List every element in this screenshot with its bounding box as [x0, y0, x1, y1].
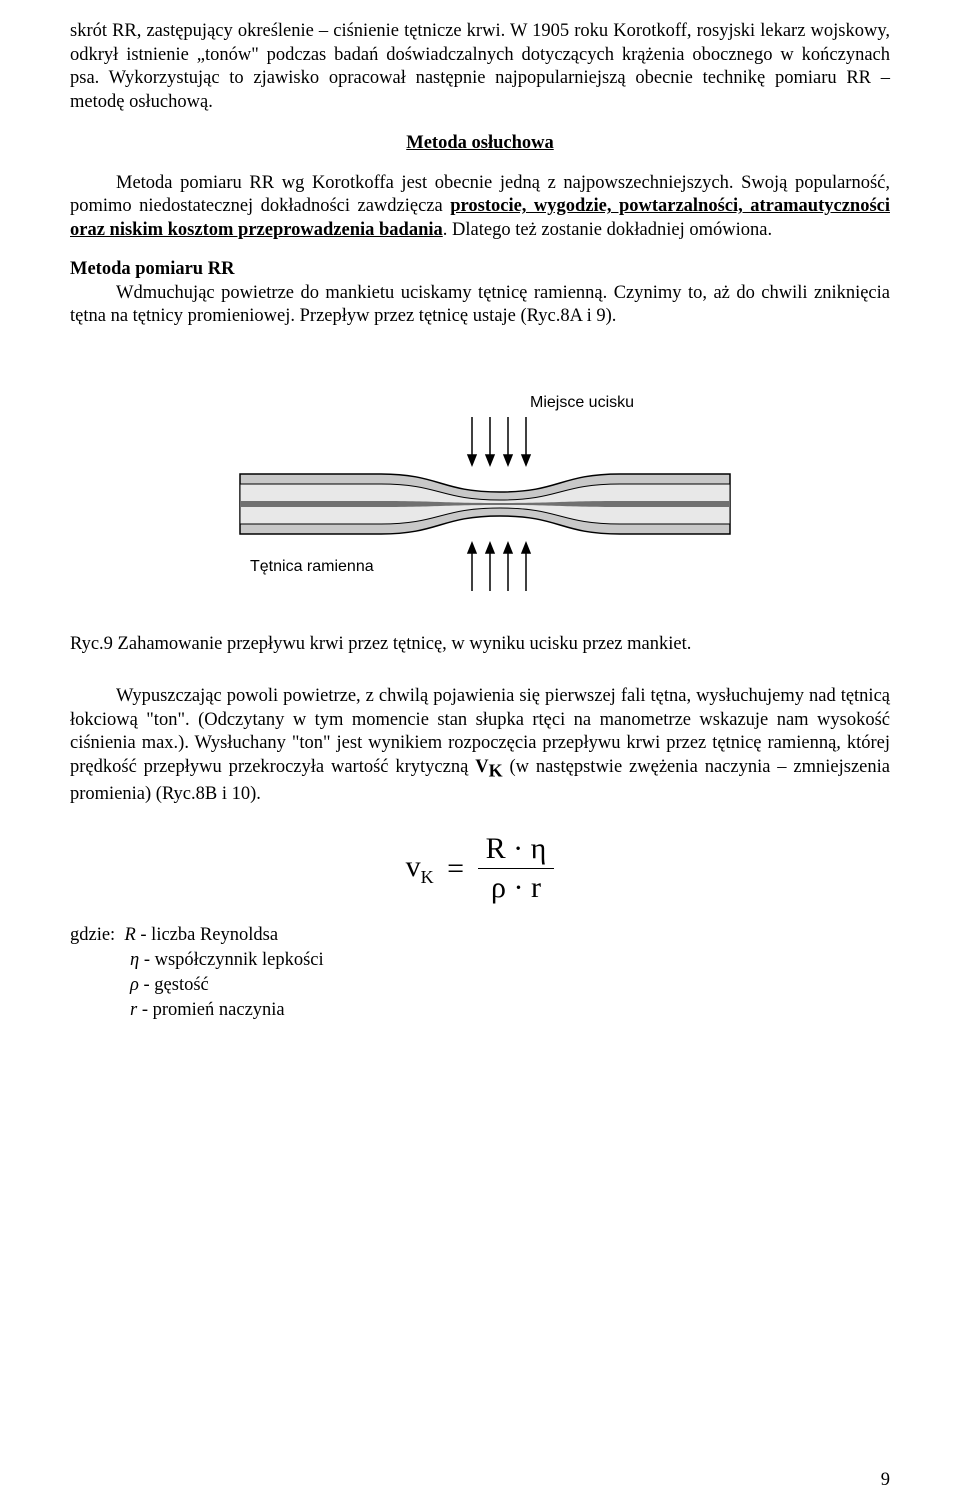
arrows-down — [468, 417, 530, 465]
legend-desc: - promień naczynia — [137, 1000, 284, 1020]
formula: vK = R · η ρ · r — [406, 832, 555, 905]
legend-desc: - współczynnik lepkości — [139, 950, 323, 970]
legend-symbol: R — [124, 925, 135, 945]
legend-desc: - gęstość — [139, 975, 209, 995]
figure-label-bottom: Tętnica ramienna — [250, 558, 374, 575]
figure-label-top: Miejsce ucisku — [530, 394, 634, 411]
formula-legend: gdzie: R - liczba Reynoldsa η - współczy… — [70, 923, 890, 1023]
vk-symbol: VK — [475, 757, 502, 777]
paragraph-intro: skrót RR, zastępujący określenie – ciśni… — [70, 20, 890, 115]
legend-gdzie: gdzie: — [70, 925, 115, 945]
page-number: 9 — [881, 1470, 890, 1491]
heading-method: Metoda osłuchowa — [70, 133, 890, 154]
legend-symbol: ρ — [130, 975, 139, 995]
paragraph-release: Wypuszczając powoli powietrze, z chwilą … — [70, 685, 890, 806]
paragraph-method-desc: Metoda pomiaru RR wg Korotkoffa jest obe… — [70, 172, 890, 243]
figure-artery: Miejsce ucisku — [70, 389, 890, 604]
text-segment: . Dlatego też zostanie dokładniej omówio… — [443, 220, 772, 240]
section-title: Metoda pomiaru RR — [70, 259, 890, 280]
figure-caption: Ryc.9 Zahamowanie przepływu krwi przez t… — [70, 634, 890, 655]
paragraph-method-rr: Wdmuchując powietrze do mankietu uciskam… — [70, 282, 890, 329]
arrows-up — [468, 543, 530, 591]
legend-desc: - liczba Reynoldsa — [136, 925, 278, 945]
formula-block: vK = R · η ρ · r — [70, 832, 890, 905]
artery-diagram-svg: Miejsce ucisku — [220, 389, 740, 599]
legend-symbol: η — [130, 950, 139, 970]
document-page: skrót RR, zastępujący określenie – ciśni… — [0, 0, 960, 1509]
